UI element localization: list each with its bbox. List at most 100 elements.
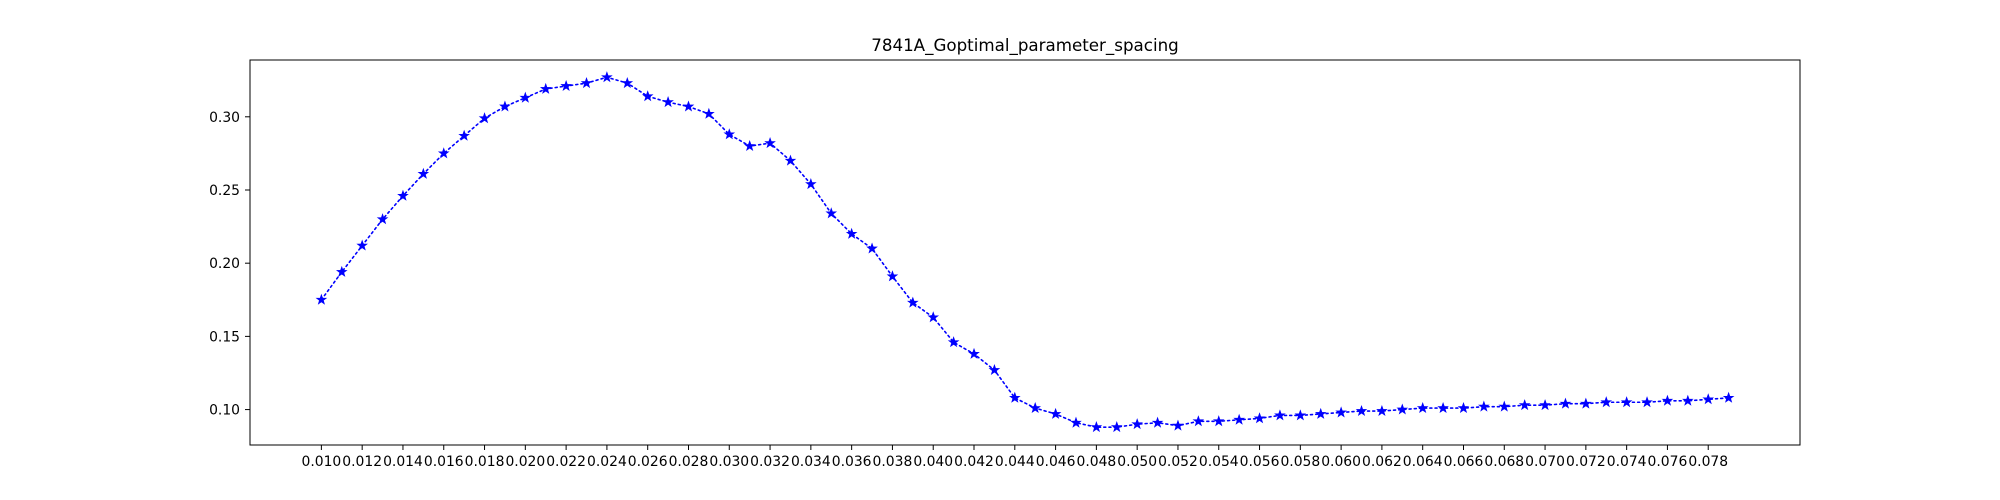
data-point-star [682,100,695,112]
data-point-star [1457,402,1470,414]
data-point-star [1498,400,1511,412]
x-tick-label: 0.024 [587,454,627,470]
x-tick-label: 0.014 [383,454,423,470]
data-point-star [1192,415,1205,427]
plot-area: 0.010 0.012 0.014 0.016 0.018 0.020 0.022 0.024… [209,71,1735,470]
data-point-star [1722,391,1735,403]
x-tick-label: 0.068 [1484,454,1524,470]
data-point-star [1600,396,1613,408]
x-tick-label: 0.026 [628,454,668,470]
data-point-star [1559,397,1572,409]
data-point-star [1355,404,1368,416]
data-point-star [1661,394,1674,406]
y-tick-label: 0.15 [209,329,240,345]
data-point-star [580,77,593,89]
x-tick-label: 0.042 [954,454,994,470]
x-tick-label: 0.034 [791,454,831,470]
axes-frame [249,59,1801,446]
data-point-star [947,336,960,348]
y-tick-label: 0.25 [209,183,240,199]
x-tick-label: 0.074 [1607,454,1647,470]
x-tick-label: 0.052 [1158,454,1198,470]
data-point-star [417,167,430,179]
data-point-star [764,137,776,149]
x-tick-label: 0.046 [1036,454,1076,470]
x-tick-label: 0.078 [1688,454,1728,470]
data-point-star [1090,421,1103,433]
x-tick-label: 0.062 [1362,454,1402,470]
x-tick-label: 0.072 [1566,454,1606,470]
data-point-star [376,213,389,225]
x-tick-label: 0.070 [1525,454,1565,470]
data-point-star [866,242,878,254]
data-point-star [458,129,470,141]
data-point-star [1274,409,1286,421]
x-tick-label: 0.016 [424,454,464,470]
x-tick-label: 0.022 [546,454,586,470]
data-point-star [907,296,919,308]
x-tick-label: 0.060 [1321,454,1361,470]
data-point-star [315,293,328,305]
data-point-star [1314,407,1327,419]
x-tick-label: 0.038 [873,454,913,470]
data-point-star [1702,393,1715,405]
series-line [320,76,1730,428]
data-point-star [1009,391,1021,403]
data-point-star [539,82,552,94]
data-point-star [641,90,654,102]
data-point-star [519,91,532,103]
data-point-star [927,311,940,323]
data-point-star [1518,399,1531,411]
data-point-star [662,96,674,108]
data-point-star [805,178,817,190]
data-point-star [1396,403,1409,415]
x-tick-label: 0.010 [301,454,341,470]
x-tick-label: 0.056 [1240,454,1280,470]
data-point-star [478,112,491,124]
x-tick-label: 0.036 [832,454,872,470]
data-point-star [723,128,736,140]
data-point-star [845,227,858,239]
x-tick-label: 0.028 [669,454,709,470]
data-point-star [784,154,797,166]
data-point-star [1641,396,1653,408]
data-point-star [601,71,613,83]
data-point-star [1437,402,1449,414]
data-point-star [1070,416,1082,428]
data-point-star [1580,397,1592,409]
data-point-star [356,239,368,251]
data-point-star [1376,404,1388,416]
data-point-star [335,265,348,277]
data-point-star [1029,402,1041,414]
x-tick-label: 0.020 [505,454,545,470]
data-point-star [1049,407,1062,419]
x-tick-label: 0.012 [342,454,382,470]
data-point-star [1478,400,1490,412]
data-point-star [397,189,409,201]
data-point-star [825,207,838,219]
x-tick-label: 0.040 [913,454,953,470]
x-tick-label: 0.032 [750,454,790,470]
data-point-star [1620,396,1633,408]
x-tick-label: 0.054 [1199,454,1239,470]
x-tick-label: 0.058 [1280,454,1320,470]
chart-title: 7841A_Goptimal_parameter_spacing [871,35,1179,56]
data-point-star [1172,419,1184,431]
data-point-star [1151,416,1164,428]
x-tick-label: 0.018 [465,454,505,470]
data-point-star [1110,421,1123,433]
data-point-star [1539,399,1551,411]
data-point-star [1233,413,1245,425]
data-point-star [499,100,511,112]
y-tick-label: 0.10 [209,403,240,419]
data-point-star [886,270,899,282]
data-point-star [703,107,715,119]
x-tick-label: 0.066 [1444,454,1484,470]
data-point-star [621,77,634,89]
x-tick-label: 0.044 [995,454,1035,470]
data-point-star [1416,402,1429,414]
x-tick-label: 0.064 [1403,454,1443,470]
data-point-star [1682,394,1694,406]
